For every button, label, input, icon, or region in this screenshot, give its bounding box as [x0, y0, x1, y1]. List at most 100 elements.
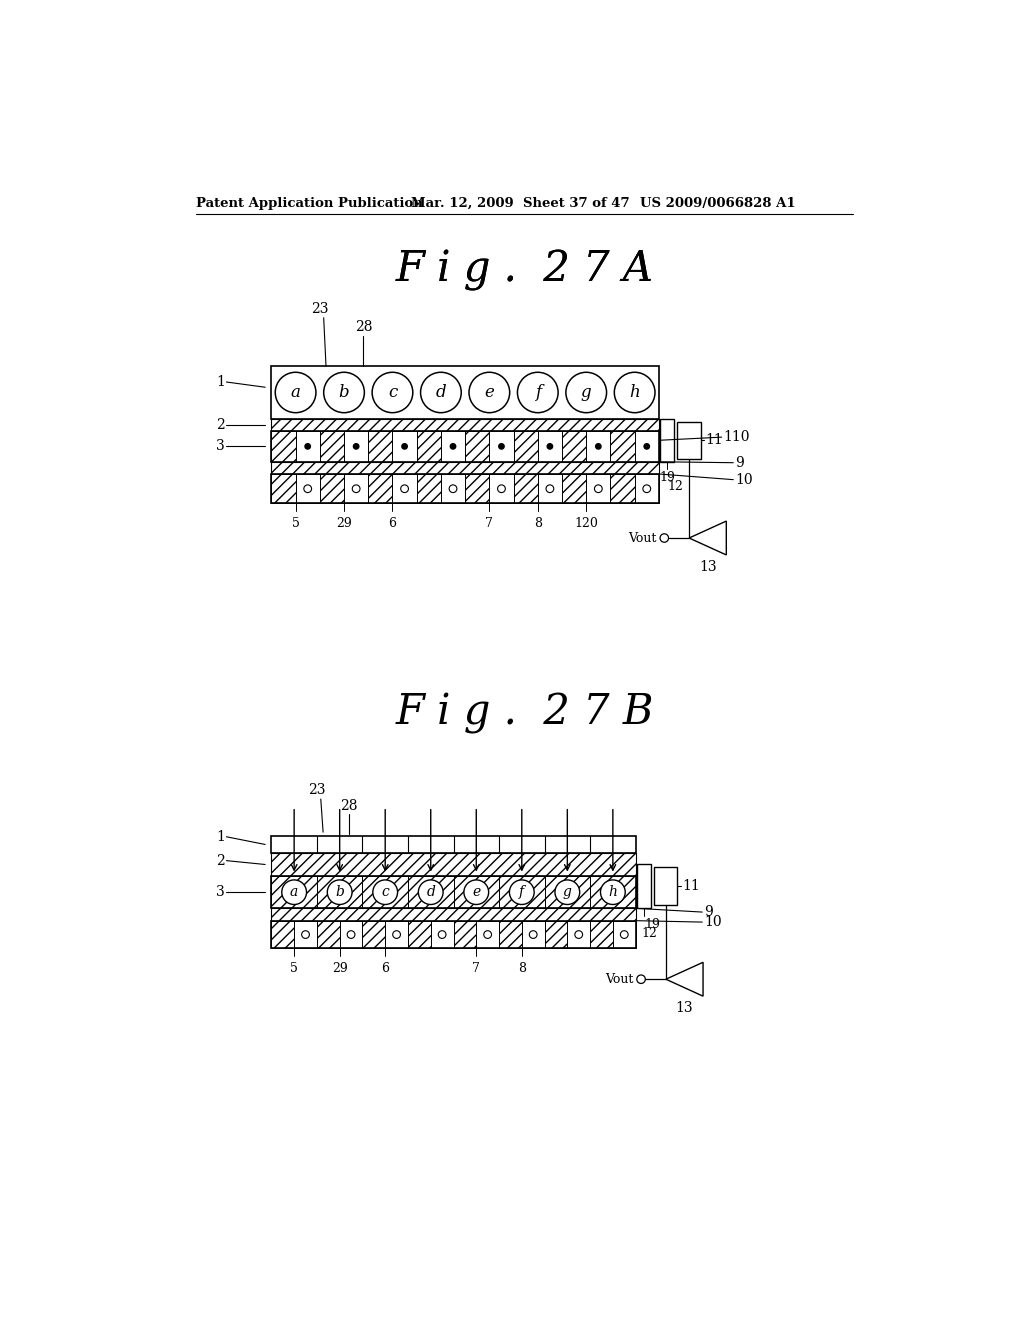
Bar	[369, 432, 392, 462]
Text: 23: 23	[308, 784, 326, 797]
Bar	[660, 418, 675, 462]
Text: b: b	[335, 886, 344, 899]
Circle shape	[305, 444, 310, 449]
Text: 3: 3	[216, 886, 225, 899]
Text: US 2009/0066828 A1: US 2009/0066828 A1	[640, 197, 795, 210]
Bar	[635, 474, 658, 503]
Text: 28: 28	[354, 319, 372, 334]
Text: 12: 12	[641, 927, 657, 940]
Circle shape	[600, 880, 626, 904]
Circle shape	[419, 880, 443, 904]
Text: e: e	[484, 384, 495, 401]
Text: d: d	[426, 886, 435, 899]
Text: 1: 1	[216, 830, 225, 843]
Circle shape	[529, 931, 537, 939]
Text: 13: 13	[676, 1002, 693, 1015]
Text: 29: 29	[332, 962, 347, 975]
Circle shape	[450, 484, 457, 492]
Circle shape	[353, 444, 358, 449]
Circle shape	[401, 444, 408, 449]
Circle shape	[555, 880, 580, 904]
Text: 10: 10	[735, 473, 753, 487]
Circle shape	[372, 372, 413, 413]
Polygon shape	[689, 521, 726, 554]
Circle shape	[393, 931, 400, 939]
Text: 29: 29	[336, 517, 352, 531]
Text: 5: 5	[290, 962, 298, 975]
Bar	[362, 876, 408, 908]
Text: a: a	[291, 384, 300, 401]
Bar	[499, 876, 545, 908]
Text: c: c	[388, 384, 397, 401]
Bar	[545, 876, 590, 908]
Circle shape	[400, 484, 409, 492]
Circle shape	[660, 533, 669, 543]
Circle shape	[282, 880, 306, 904]
Circle shape	[328, 880, 352, 904]
Circle shape	[637, 975, 645, 983]
Bar	[654, 867, 678, 906]
Text: Vout: Vout	[628, 532, 656, 545]
Bar	[316, 921, 340, 949]
Bar	[454, 921, 476, 949]
Bar	[319, 432, 344, 462]
Text: 8: 8	[518, 962, 525, 975]
Bar	[392, 432, 417, 462]
Bar	[610, 432, 635, 462]
Text: 9: 9	[735, 455, 743, 470]
Bar	[489, 432, 514, 462]
Bar	[610, 474, 635, 503]
Text: 28: 28	[340, 799, 357, 813]
Bar	[417, 432, 441, 462]
Bar	[586, 432, 610, 462]
Circle shape	[421, 372, 461, 413]
Circle shape	[643, 484, 650, 492]
Text: 2: 2	[216, 418, 225, 432]
Text: g: g	[581, 384, 592, 401]
Circle shape	[517, 372, 558, 413]
Bar	[586, 474, 610, 503]
Text: 19: 19	[659, 471, 676, 484]
Bar	[514, 432, 538, 462]
Bar	[408, 921, 431, 949]
Bar	[344, 432, 369, 462]
Text: 23: 23	[311, 302, 329, 317]
Bar	[489, 474, 514, 503]
Text: 3: 3	[216, 440, 225, 453]
Text: b: b	[339, 384, 349, 401]
Text: a: a	[290, 886, 298, 899]
Bar	[465, 474, 489, 503]
Bar	[522, 921, 545, 949]
Polygon shape	[666, 962, 703, 997]
Text: h: h	[608, 886, 617, 899]
Bar	[271, 876, 316, 908]
Text: 6: 6	[388, 517, 396, 531]
Text: Vout: Vout	[605, 973, 633, 986]
Text: F i g .  2 7 A: F i g . 2 7 A	[396, 249, 653, 290]
Bar	[545, 921, 567, 949]
Text: 13: 13	[699, 560, 717, 574]
Text: 7: 7	[472, 962, 480, 975]
Bar	[271, 876, 636, 908]
Text: f: f	[519, 886, 524, 899]
Bar	[296, 432, 319, 462]
Text: F i g .  2 7 A: F i g . 2 7 A	[396, 249, 653, 290]
Bar	[590, 876, 636, 908]
Text: 1: 1	[216, 375, 225, 389]
Bar	[499, 921, 522, 949]
Circle shape	[566, 372, 606, 413]
Text: 10: 10	[703, 915, 722, 929]
Circle shape	[324, 372, 365, 413]
Bar	[271, 853, 636, 876]
Bar	[294, 921, 316, 949]
Bar	[637, 863, 651, 908]
Bar	[441, 474, 465, 503]
Text: 8: 8	[534, 517, 542, 531]
Bar	[340, 921, 362, 949]
Bar	[316, 876, 362, 908]
Circle shape	[614, 372, 655, 413]
Text: e: e	[472, 886, 480, 899]
Bar	[271, 418, 658, 430]
Text: 6: 6	[381, 962, 389, 975]
Circle shape	[373, 880, 397, 904]
